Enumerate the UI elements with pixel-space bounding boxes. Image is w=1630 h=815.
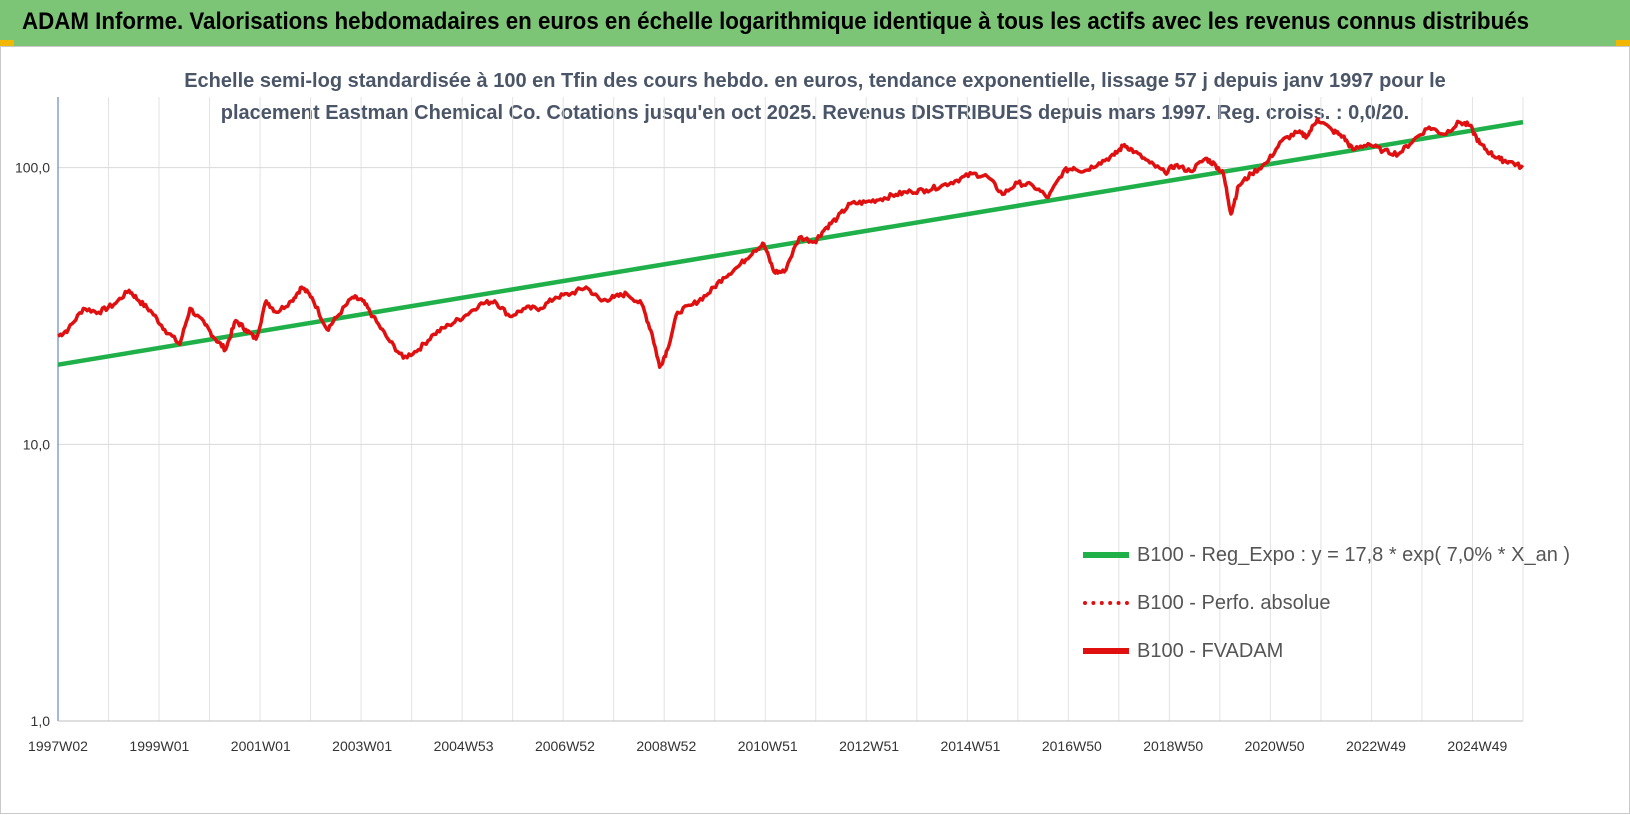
x-tick-label: 2016W50 (1042, 738, 1102, 754)
y-tick-label: 100,0 (15, 160, 50, 176)
chart-title-line2: placement Eastman Chemical Co. Cotations… (220, 102, 1410, 124)
x-tick-label: 2004W53 (434, 738, 494, 754)
legend-swatch-red (1083, 648, 1129, 654)
legend-item-fvadam: B100 - FVADAM (1083, 636, 1283, 666)
x-tick-label: 1999W01 (129, 738, 189, 754)
legend-item-regression: B100 - Reg_Expo : y = 17,8 * exp( 7,0% *… (1083, 540, 1570, 570)
regression-line (57, 119, 1524, 367)
legend-item-perfo: B100 - Perfo. absolue (1083, 588, 1330, 618)
legend-label-perfo: B100 - Perfo. absolue (1137, 591, 1331, 614)
x-tick-label: 2020W50 (1245, 738, 1305, 754)
legend-swatch-green (1083, 552, 1129, 558)
chart-legend: B100 - Reg_Expo : y = 17,8 * exp( 7,0% *… (1083, 540, 1570, 680)
chart-frame (0, 46, 1630, 814)
legend-swatch-dotted-red (1083, 601, 1129, 605)
report-title: ADAM Informe. Valorisations hebdomadaire… (22, 8, 1530, 35)
x-tick-label: 2010W51 (738, 738, 798, 754)
x-tick-label: 2022W49 (1346, 738, 1406, 754)
x-tick-label: 2024W49 (1447, 738, 1507, 754)
x-tick-label: 2001W01 (231, 738, 291, 754)
y-tick-label: 10,0 (23, 436, 50, 452)
corner-marker-right (1616, 40, 1630, 50)
x-tick-label: 2003W01 (332, 738, 392, 754)
x-tick-label: 2018W50 (1143, 738, 1203, 754)
x-tick-label: 2014W51 (940, 738, 1000, 754)
legend-label-fvadam: B100 - FVADAM (1137, 639, 1284, 662)
chart-title-line1: Echelle semi-log standardisée à 100 en T… (184, 70, 1446, 92)
report-banner: ADAM Informe. Valorisations hebdomadaire… (0, 0, 1630, 47)
x-tick-label: 2008W52 (636, 738, 696, 754)
legend-label-regression: B100 - Reg_Expo : y = 17,8 * exp( 7,0% *… (1137, 543, 1571, 566)
y-tick-label: 1,0 (31, 713, 51, 729)
corner-marker-left (0, 40, 14, 50)
fvadam-series-line (57, 117, 1525, 369)
x-tick-label: 2006W52 (535, 738, 595, 754)
x-tick-label: 2012W51 (839, 738, 899, 754)
x-tick-label: 1997W02 (28, 738, 88, 754)
